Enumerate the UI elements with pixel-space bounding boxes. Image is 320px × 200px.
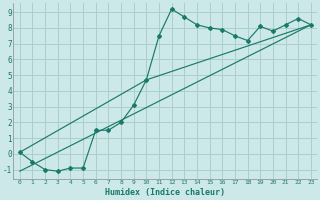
X-axis label: Humidex (Indice chaleur): Humidex (Indice chaleur) bbox=[105, 188, 225, 197]
